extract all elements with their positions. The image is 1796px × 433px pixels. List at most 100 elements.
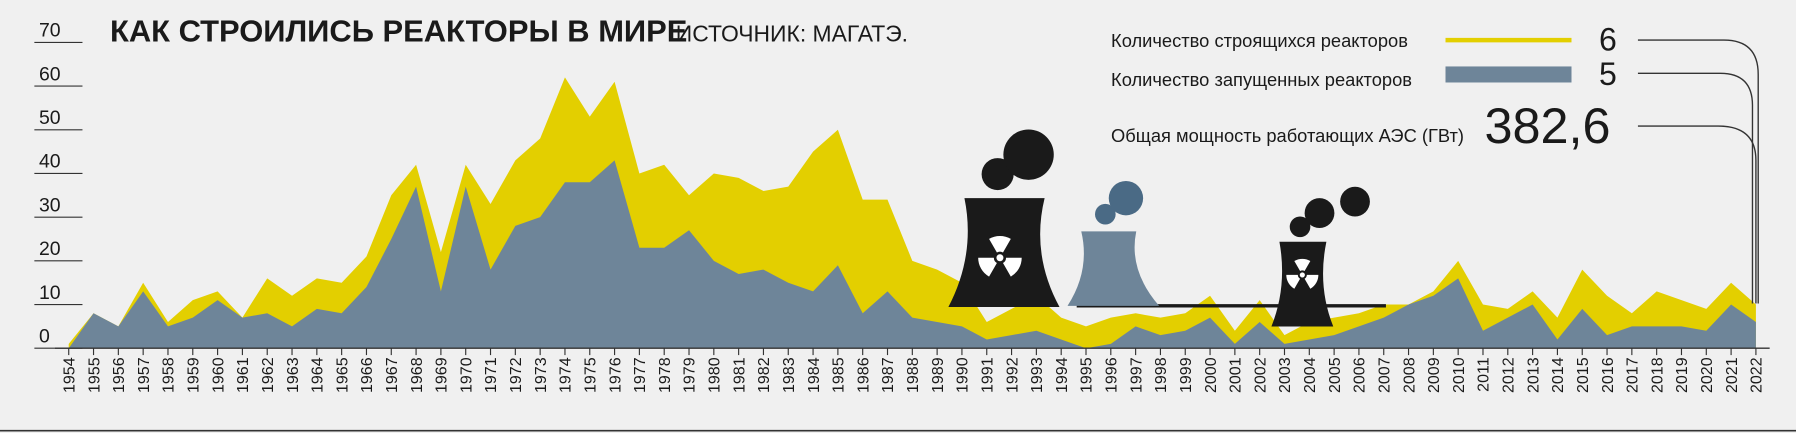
- x-tick-label: 2004: [1301, 357, 1319, 393]
- x-tick-label: 1965: [333, 357, 351, 393]
- x-tick-label: 2016: [1599, 357, 1617, 393]
- area: [68, 160, 1756, 349]
- x-tick-label: 1969: [433, 357, 451, 393]
- x-tick-label: 1998: [1152, 357, 1170, 393]
- x-tick-label: 2006: [1351, 357, 1369, 393]
- annotation-value: 382,6: [1484, 97, 1610, 154]
- x-tick-label: 1989: [929, 357, 947, 393]
- x-tick-label: 1972: [507, 357, 525, 393]
- areas: [68, 77, 1756, 349]
- x-tick-label: 1962: [259, 357, 277, 393]
- smoke: [1304, 198, 1335, 228]
- x-tick-label: 2001: [1227, 357, 1245, 393]
- radiation-icon: [1286, 274, 1301, 289]
- x-tick-label: 1983: [780, 357, 798, 393]
- radiation-icon: [978, 257, 997, 277]
- x-tick-label: 2010: [1450, 357, 1468, 393]
- x-tick-label: 2007: [1375, 357, 1393, 393]
- x-tick-label: 2020: [1698, 357, 1716, 393]
- x-tick-label: 1988: [904, 357, 922, 393]
- x-tick-label: 1977: [631, 357, 649, 393]
- x-tick-label: 2011: [1475, 357, 1493, 392]
- x-tick-label: 1981: [730, 357, 748, 393]
- x-tick-label: 2005: [1326, 357, 1344, 393]
- x-tick-label: 2008: [1400, 357, 1418, 393]
- legend-label: Количество строящихся реакторов: [1111, 30, 1408, 51]
- x-tick-label: 1986: [854, 357, 872, 393]
- x-tick-label: 1976: [606, 357, 624, 393]
- x-tick-label: 1968: [408, 357, 426, 393]
- x-tick-label: 1970: [457, 357, 475, 393]
- x-tick-label: 1956: [110, 357, 128, 393]
- y-tick-label: 20: [39, 238, 61, 260]
- cooling-tower: [948, 198, 1060, 307]
- smoke: [1340, 186, 1370, 217]
- x-tick-label: 1992: [1003, 357, 1021, 393]
- decoration: [948, 129, 1386, 327]
- y-tick-label: 10: [39, 282, 61, 304]
- legend-value: 6: [1599, 21, 1617, 57]
- x-tick-label: 1991: [978, 357, 996, 393]
- connector: [1637, 125, 1757, 304]
- x-tick-label: 1964: [309, 357, 327, 393]
- x-tick-label: 1959: [185, 357, 203, 393]
- chart-subtitle: ИСТОЧНИК: МАГАТЭ.: [676, 20, 908, 46]
- x-tick-label: 1955: [85, 357, 103, 393]
- x-tick-label: 2000: [1202, 357, 1220, 393]
- x-tick-label: 2002: [1251, 357, 1269, 393]
- x-tick-label: 1994: [1053, 357, 1071, 393]
- connector: [1637, 39, 1759, 304]
- annotation-label: Общая мощность работающих АЭС (ГВт): [1111, 125, 1464, 146]
- x-tick-label: 1982: [755, 357, 773, 393]
- y-tick-label: 40: [39, 151, 61, 173]
- x-tick-label: 1971: [482, 357, 500, 393]
- y-tick-label: 60: [39, 63, 61, 85]
- x-tick-label: 2013: [1524, 357, 1542, 393]
- chart-title: КАК СТРОИЛИСЬ РЕАКТОРЫ В МИРЕ: [110, 13, 687, 48]
- x-tick-label: 1967: [383, 357, 401, 393]
- x-tick-label: 2017: [1624, 357, 1642, 393]
- smoke: [981, 158, 1014, 191]
- x-tick-label: 2015: [1574, 357, 1592, 393]
- legend-value: 5: [1599, 56, 1617, 92]
- legend: Количество строящихся реакторов 6 Количе…: [1111, 21, 1759, 304]
- radiation-icon: [1294, 258, 1311, 272]
- x-tick-label: 1961: [234, 357, 252, 393]
- radiation-icon: [1299, 272, 1305, 278]
- x-tick-label: 1996: [1103, 357, 1121, 393]
- y-tick-label: 30: [39, 194, 61, 216]
- x-tick-label: 1980: [706, 357, 724, 393]
- x-tick-label: 1974: [557, 357, 575, 393]
- x-tick-label: 1978: [656, 357, 674, 393]
- cooling-tower: [1067, 231, 1160, 306]
- x-tick-label: 1990: [954, 357, 972, 393]
- x-tick-label: 2014: [1549, 357, 1567, 393]
- y-tick-label: 70: [39, 20, 61, 42]
- x-tick-label: 1997: [1127, 357, 1145, 393]
- x-tick-label: 1975: [581, 357, 599, 393]
- radiation-icon: [1304, 274, 1319, 289]
- smoke: [1289, 216, 1311, 238]
- x-tick-label: 2012: [1500, 357, 1518, 393]
- x-tick-label: 2018: [1648, 357, 1666, 393]
- x-tick-label: 1973: [532, 357, 550, 393]
- legend-swatch: [1445, 66, 1572, 83]
- x-tick-label: 1987: [879, 357, 897, 393]
- x-tick-label: 2019: [1673, 357, 1691, 393]
- radiation-icon: [996, 254, 1004, 262]
- x-tick-label: 1966: [358, 357, 376, 393]
- x-tick-label: 1995: [1078, 357, 1096, 393]
- x-tick-label: 1984: [805, 357, 823, 393]
- smoke: [1108, 180, 1144, 216]
- cooling-tower: [1271, 241, 1334, 327]
- x-tick-label: 2021: [1723, 357, 1741, 393]
- x-tick-label: 1957: [135, 357, 153, 393]
- x-tick-label: 2003: [1276, 357, 1294, 393]
- y-tick-label: 0: [39, 325, 50, 347]
- legend-label: Количество запущенных реакторов: [1111, 69, 1412, 90]
- radiation-icon: [989, 235, 1011, 253]
- x-tick-label: 1960: [209, 357, 227, 393]
- smoke: [1095, 203, 1116, 225]
